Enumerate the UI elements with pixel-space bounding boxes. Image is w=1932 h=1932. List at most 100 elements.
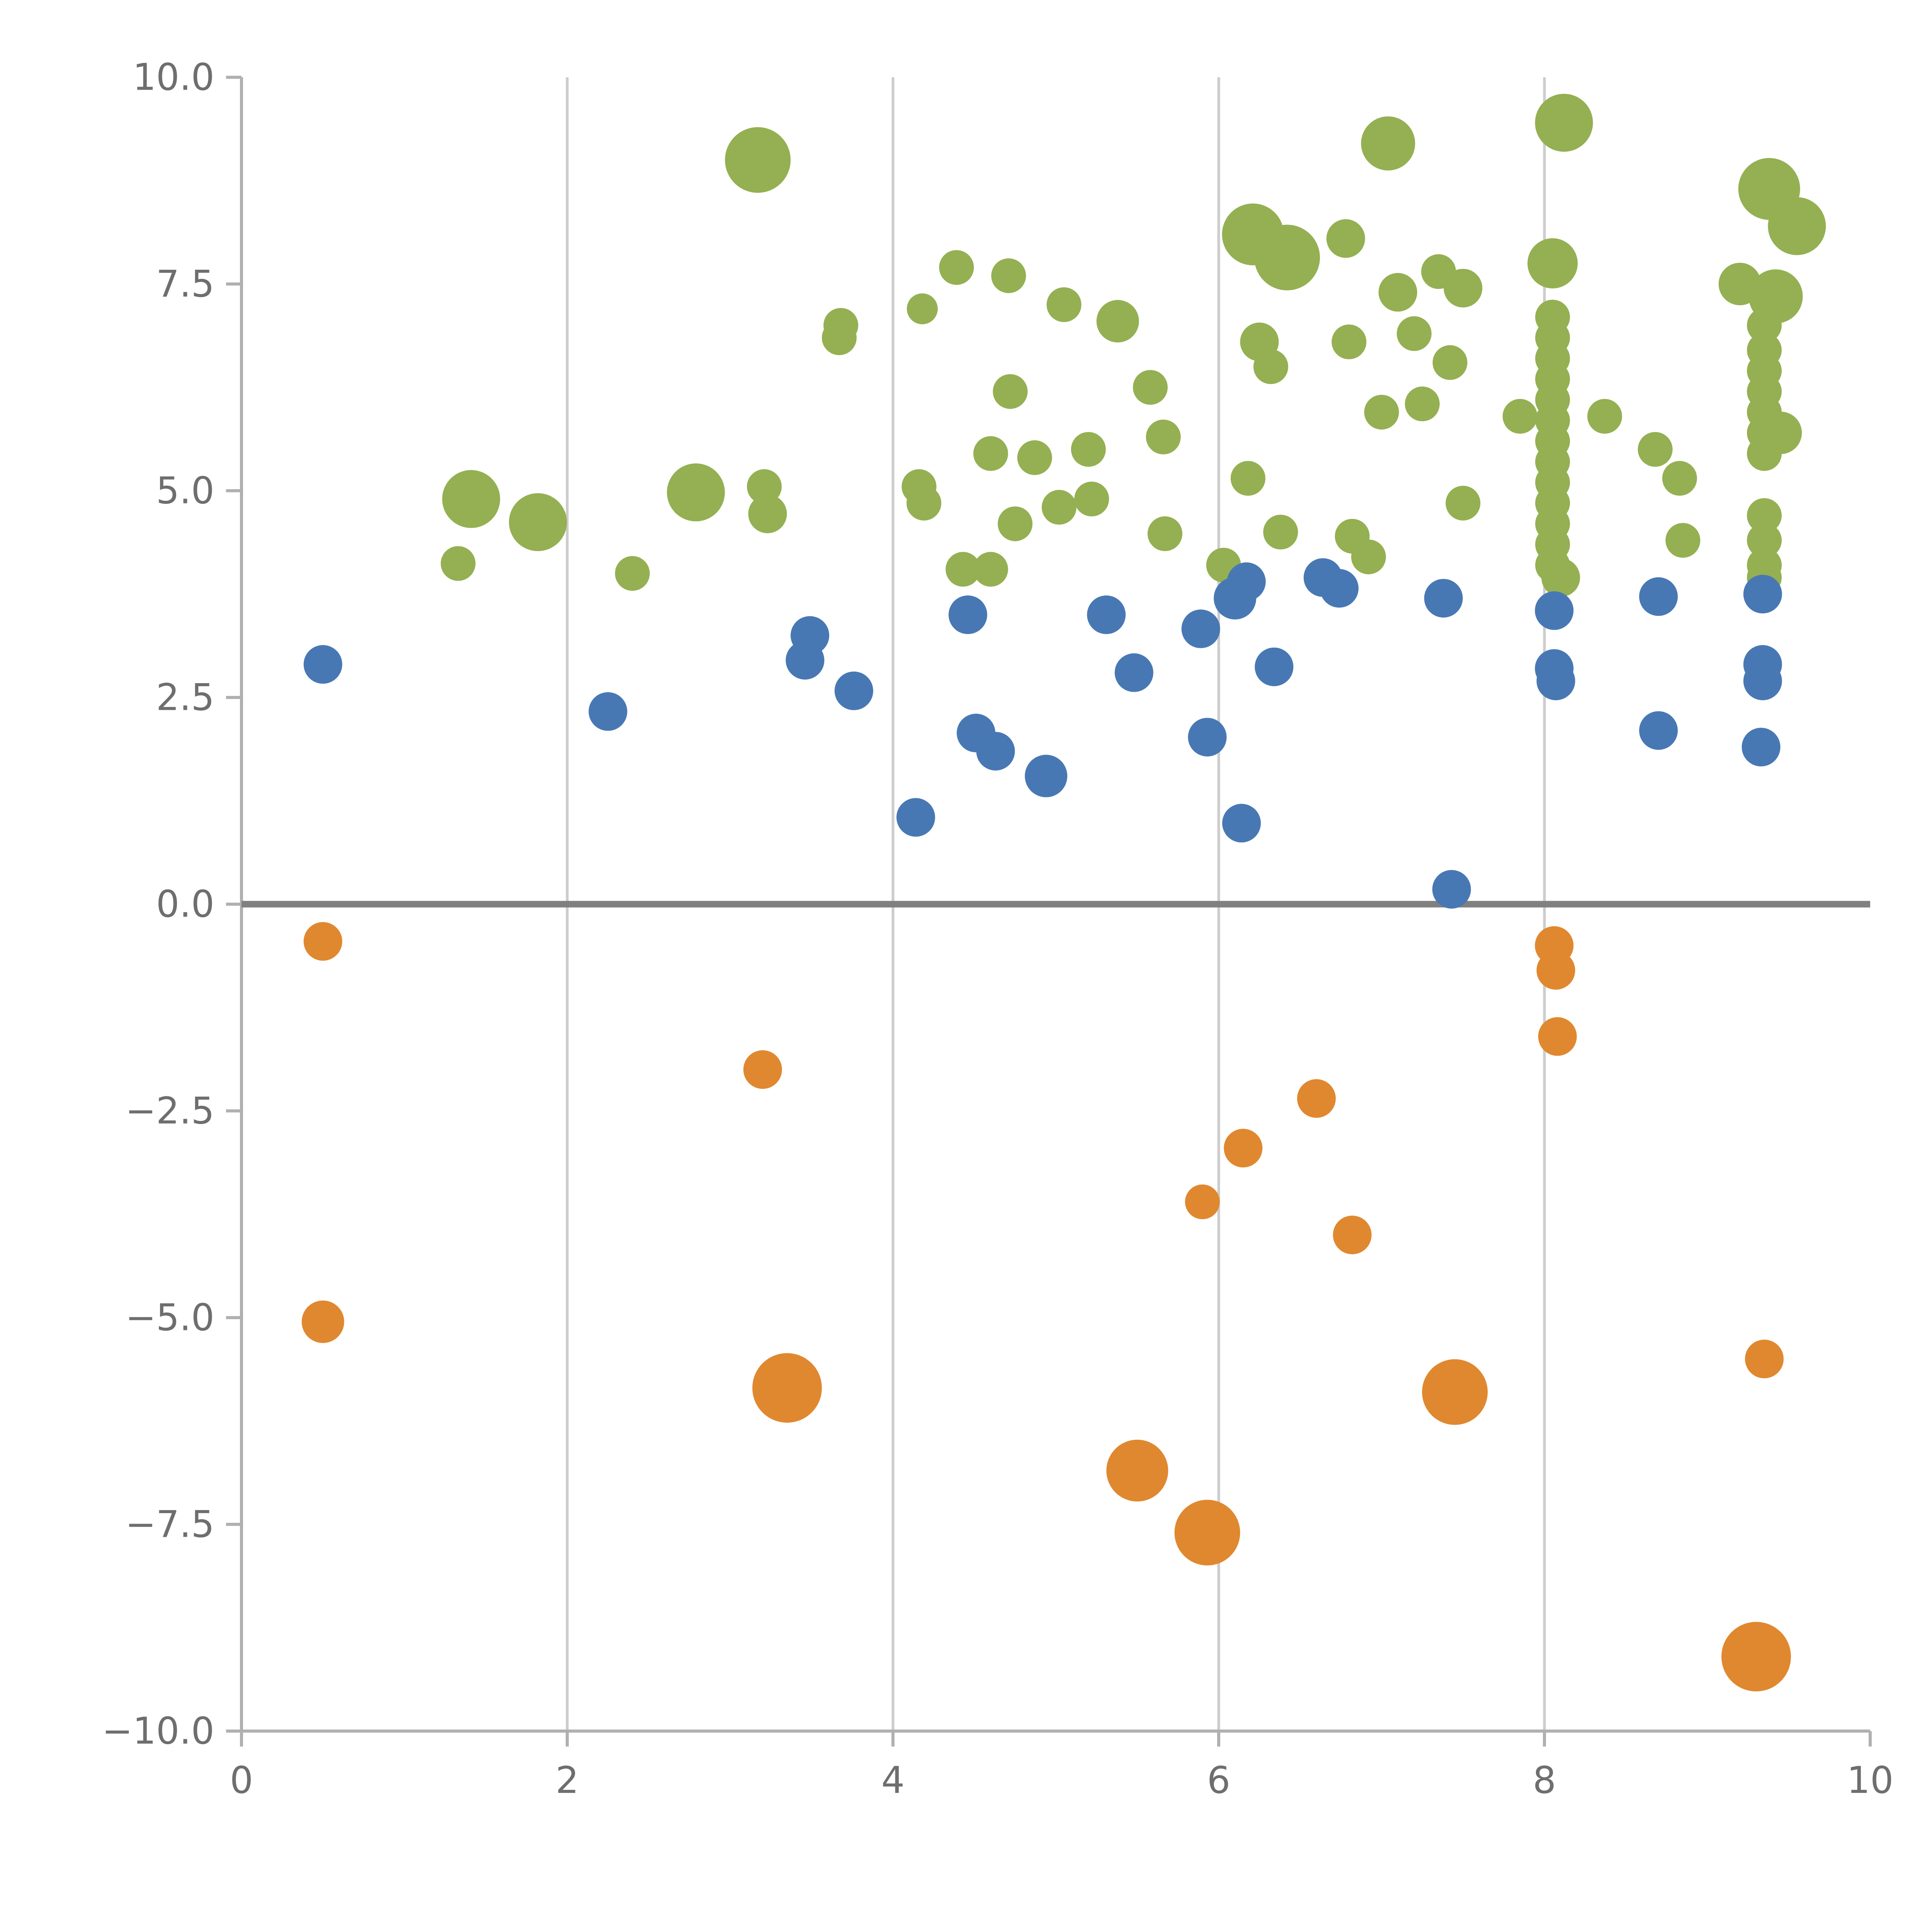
green-data-point <box>1747 498 1782 533</box>
blue-data-point <box>1087 595 1126 634</box>
x-tick-label: 2 <box>556 1759 579 1802</box>
green-data-point <box>1133 370 1168 405</box>
y-tick-label: −7.5 <box>125 1503 214 1546</box>
green-data-point <box>1444 269 1483 308</box>
green-data-point <box>1147 516 1182 551</box>
green-data-point <box>1527 238 1578 289</box>
y-tick-label: −10.0 <box>102 1710 214 1753</box>
y-tick-label: 0.0 <box>156 883 214 926</box>
blue-data-point <box>1114 653 1153 692</box>
green-data-point <box>1364 395 1399 430</box>
y-tick-label: −2.5 <box>125 1090 214 1133</box>
blue-data-point <box>1188 718 1227 757</box>
green-data-point <box>1230 461 1265 496</box>
green-data-point <box>748 494 787 533</box>
green-data-point <box>991 258 1026 293</box>
orange-data-point <box>1422 1359 1488 1425</box>
green-data-point <box>993 374 1028 409</box>
green-data-point <box>1747 548 1782 583</box>
blue-data-point <box>1255 647 1294 686</box>
green-data-point <box>725 127 791 193</box>
green-data-point <box>667 463 725 522</box>
green-data-point <box>946 552 981 587</box>
x-tick-label: 0 <box>230 1759 253 1802</box>
green-data-point <box>1378 273 1417 312</box>
green-data-point <box>747 469 782 504</box>
orange-data-point <box>1745 1340 1784 1378</box>
blue-data-point <box>1742 728 1781 767</box>
green-data-point <box>1253 349 1288 384</box>
green-data-point <box>1665 523 1701 558</box>
x-tick-label: 6 <box>1207 1759 1230 1802</box>
green-data-point <box>939 250 974 285</box>
green-data-point <box>1254 224 1320 291</box>
blue-data-point <box>1639 577 1678 616</box>
x-tick-label: 8 <box>1533 1759 1556 1802</box>
green-data-point <box>1662 461 1697 496</box>
green-data-point <box>1502 399 1537 434</box>
green-data-point <box>1041 490 1077 525</box>
blue-data-point <box>1227 562 1266 601</box>
green-data-point <box>906 486 942 521</box>
green-data-point <box>1017 440 1052 475</box>
y-tick-label: 2.5 <box>156 677 214 719</box>
green-data-point <box>821 320 857 355</box>
green-data-point <box>1535 548 1570 583</box>
y-tick-label: 5.0 <box>156 470 214 512</box>
y-tick-label: −5.0 <box>125 1297 214 1339</box>
green-data-point <box>973 552 1008 587</box>
green-data-point <box>973 436 1008 471</box>
green-data-point <box>1146 419 1181 454</box>
blue-data-point <box>896 798 935 837</box>
blue-data-point <box>588 692 628 731</box>
blue-data-point <box>1222 804 1261 843</box>
orange-data-point <box>1106 1439 1168 1502</box>
green-data-point <box>1768 197 1826 255</box>
green-data-point <box>1759 412 1802 454</box>
orange-data-point <box>743 1050 782 1089</box>
green-data-point <box>1432 345 1468 380</box>
green-data-point <box>1361 116 1415 171</box>
green-data-point <box>1396 316 1432 351</box>
green-data-point <box>1587 399 1622 434</box>
green-data-point <box>442 470 500 528</box>
blue-data-point <box>1743 662 1782 701</box>
green-data-point <box>1638 432 1673 467</box>
orange-data-point <box>1224 1129 1263 1168</box>
x-tick-label: 10 <box>1847 1759 1894 1802</box>
blue-data-point <box>1536 662 1575 701</box>
green-data-point <box>1351 539 1386 575</box>
y-tick-label: 7.5 <box>156 263 214 306</box>
blue-data-point <box>786 641 825 680</box>
orange-data-point <box>752 1353 822 1423</box>
green-data-point <box>1446 486 1481 521</box>
orange-data-point <box>1174 1500 1240 1566</box>
y-tick-label: 10.0 <box>133 56 214 99</box>
blue-data-point <box>976 732 1015 771</box>
orange-data-point <box>1721 1622 1791 1692</box>
green-data-point <box>1332 324 1367 359</box>
green-data-point <box>440 546 476 581</box>
blue-data-point <box>834 671 873 710</box>
orange-data-point <box>1185 1184 1220 1219</box>
green-data-point <box>1405 386 1440 422</box>
blue-data-point <box>948 595 987 634</box>
orange-data-point <box>1536 951 1575 990</box>
blue-data-point <box>1181 609 1220 648</box>
green-data-point <box>1074 481 1109 517</box>
orange-data-point <box>1538 1017 1577 1056</box>
orange-data-point <box>301 1300 344 1343</box>
blue-data-point <box>1320 569 1359 608</box>
green-data-point <box>998 506 1033 541</box>
x-tick-label: 4 <box>881 1759 905 1802</box>
green-data-point <box>1326 219 1365 258</box>
blue-data-point <box>303 645 342 684</box>
green-data-point <box>1535 94 1593 152</box>
green-data-point <box>1747 523 1782 558</box>
green-data-point <box>509 493 567 551</box>
blue-data-point <box>1432 870 1471 909</box>
green-data-point <box>1263 515 1298 549</box>
orange-data-point <box>1333 1216 1372 1254</box>
